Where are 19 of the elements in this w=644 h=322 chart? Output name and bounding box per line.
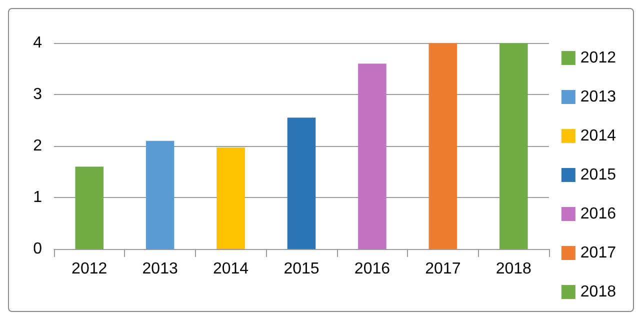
legend-label: 2014 xyxy=(580,128,616,144)
y-tick-label: 0 xyxy=(33,240,42,258)
y-tick-label: 1 xyxy=(33,189,42,206)
legend-label: 2012 xyxy=(580,50,616,66)
legend-label: 2015 xyxy=(580,166,616,184)
y-tick-label: 4 xyxy=(33,34,42,52)
legend-label: 2016 xyxy=(580,206,616,222)
y-tick-label: 2 xyxy=(33,138,42,154)
x-tick-label: 2014 xyxy=(212,260,249,278)
legend-label: 2018 xyxy=(580,284,616,300)
x-tick-label: 2018 xyxy=(496,260,532,278)
x-tick-label: 2013 xyxy=(142,260,178,278)
legend-label: 2017 xyxy=(580,244,616,262)
x-tick-label: 2015 xyxy=(284,260,320,278)
x-tick-label: 2017 xyxy=(425,260,461,278)
x-tick-label: 2016 xyxy=(354,260,390,278)
legend-label: 2013 xyxy=(580,88,616,106)
y-tick-label: 3 xyxy=(33,86,42,103)
x-tick-label: 2012 xyxy=(72,260,108,278)
